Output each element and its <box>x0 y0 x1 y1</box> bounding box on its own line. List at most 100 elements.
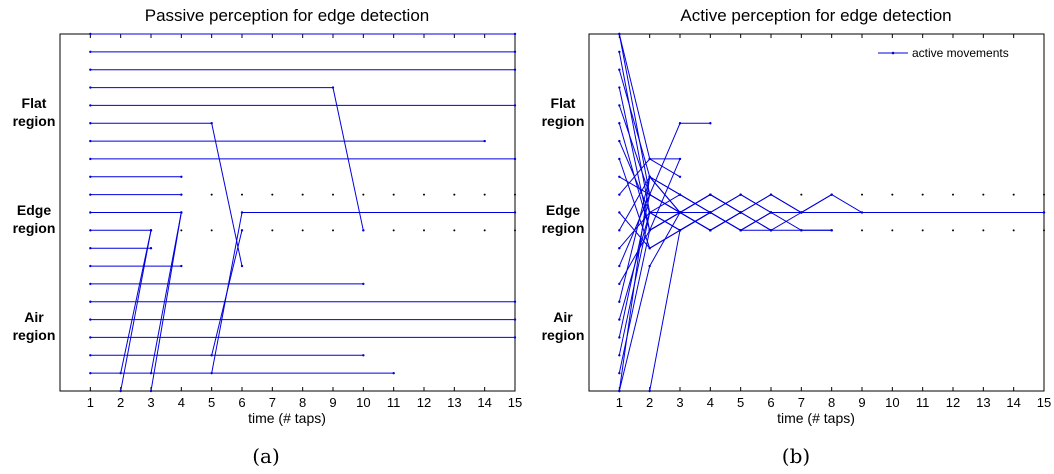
trajectory-line <box>618 211 832 249</box>
grid-dot <box>982 229 985 232</box>
trajectory-line <box>618 212 681 392</box>
region-label-edge-a-1: Edge <box>17 202 51 218</box>
trajectory-line <box>618 175 711 392</box>
trajectory-point <box>89 229 92 232</box>
trajectory-point <box>362 354 365 357</box>
trajectory-point <box>618 211 621 214</box>
trajectory-point <box>769 211 773 214</box>
x-tick-label: 12 <box>417 395 431 410</box>
trajectory-point <box>513 68 517 71</box>
chart-title-b: Active perception for edge detection <box>680 6 951 25</box>
trajectory-point <box>618 389 621 393</box>
trajectory-point <box>800 211 803 214</box>
x-tick-label: 12 <box>946 395 960 410</box>
x-tick-label: 9 <box>858 395 865 410</box>
trajectory-point <box>769 229 773 232</box>
x-tick-label: 7 <box>269 395 276 410</box>
trajectory-point <box>89 157 92 161</box>
trajectory-line <box>211 230 243 356</box>
region-label-air-a-1: Air <box>24 309 44 325</box>
grid-dot <box>982 193 985 196</box>
trajectory-point <box>89 50 92 54</box>
x-tick-label: 11 <box>916 395 930 410</box>
grid-dot <box>1012 229 1015 232</box>
trajectory-point <box>709 193 712 196</box>
x-tick-label: 14 <box>1006 395 1020 410</box>
panel-a: Passive perception for edge detection Fl… <box>13 6 523 468</box>
trajectory-point <box>678 122 682 125</box>
trajectory-point <box>483 139 486 143</box>
trajectory-line <box>211 212 515 374</box>
x-tick-label: 14 <box>477 395 491 410</box>
trajectory-point <box>648 193 651 196</box>
trajectory-line <box>649 212 711 392</box>
trajectory-point <box>648 211 651 214</box>
grid-dot <box>891 193 894 196</box>
grid-dot <box>362 193 365 196</box>
x-tick-label: 13 <box>976 395 990 410</box>
grid-dot <box>271 193 274 196</box>
trajectory-point <box>513 32 517 36</box>
trajectory-point <box>618 86 621 89</box>
trajectory-point <box>89 247 92 250</box>
trajectory-point <box>709 229 712 232</box>
grid-dot <box>483 193 486 196</box>
region-label-flat-b-2: region <box>542 113 585 129</box>
trajectory-point <box>618 336 621 339</box>
trajectory-point <box>89 371 92 375</box>
trajectory-point <box>618 32 621 36</box>
x-tick-label: 8 <box>299 395 306 410</box>
trajectory-point <box>618 104 621 107</box>
trajectory-point <box>210 354 213 357</box>
grid-dot <box>453 229 456 232</box>
grid-dot <box>241 193 243 196</box>
x-tick-label: 9 <box>329 395 336 410</box>
trajectory-point <box>149 229 153 232</box>
trajectory-point <box>89 32 92 36</box>
grid-dot <box>1012 193 1015 196</box>
trajectory-point <box>830 229 833 232</box>
grid-dot <box>332 229 334 232</box>
trajectory-point <box>89 193 92 196</box>
x-ticks-a: 1 2 3 4 5 6 7 8 9 10 11 12 13 14 15 <box>87 34 522 410</box>
grid-dot <box>952 229 954 232</box>
legend-marker <box>891 51 895 55</box>
trajectory-point <box>618 50 621 54</box>
grid-dot <box>514 229 516 232</box>
trajectory-point <box>709 211 712 214</box>
trajectory-point <box>513 50 517 54</box>
trajectory-point <box>89 175 92 178</box>
trajectory-point <box>739 229 742 232</box>
x-tick-label: 1 <box>87 395 94 410</box>
trajectory-point <box>678 175 682 178</box>
legend-label: active movements <box>912 46 1009 60</box>
x-tick-label: 6 <box>767 395 774 410</box>
grid-dot <box>301 193 304 196</box>
trajectory-point <box>800 229 803 232</box>
region-label-edge-b-1: Edge <box>546 202 580 218</box>
region-label-air-b-1: Air <box>553 309 573 325</box>
x-tick-label: 8 <box>828 395 835 410</box>
region-label-flat-a-1: Flat <box>22 95 47 111</box>
grid-dot <box>1043 193 1045 196</box>
trajectory-point <box>618 175 621 178</box>
grid-dot <box>861 193 863 196</box>
trajectory-point <box>392 371 395 375</box>
x-tick-label: 15 <box>508 395 522 410</box>
panel-b: Active perception for edge detection Fla… <box>542 6 1052 468</box>
trajectory-point <box>709 122 712 125</box>
x-tick-label: 2 <box>117 395 124 410</box>
region-label-edge-b-2: region <box>542 220 585 236</box>
trajectory-line <box>120 230 152 392</box>
trajectory-point <box>618 229 621 232</box>
trajectory-point <box>180 211 183 214</box>
trajectory-point <box>89 122 92 125</box>
region-label-flat-b-1: Flat <box>551 95 576 111</box>
trajectories-b <box>618 32 1046 393</box>
trajectory-point <box>769 193 773 196</box>
trajectory-point <box>240 229 244 232</box>
trajectory-point <box>678 157 682 161</box>
grid-dot <box>861 229 863 232</box>
trajectory-point <box>618 354 621 357</box>
trajectory-point <box>618 193 621 196</box>
